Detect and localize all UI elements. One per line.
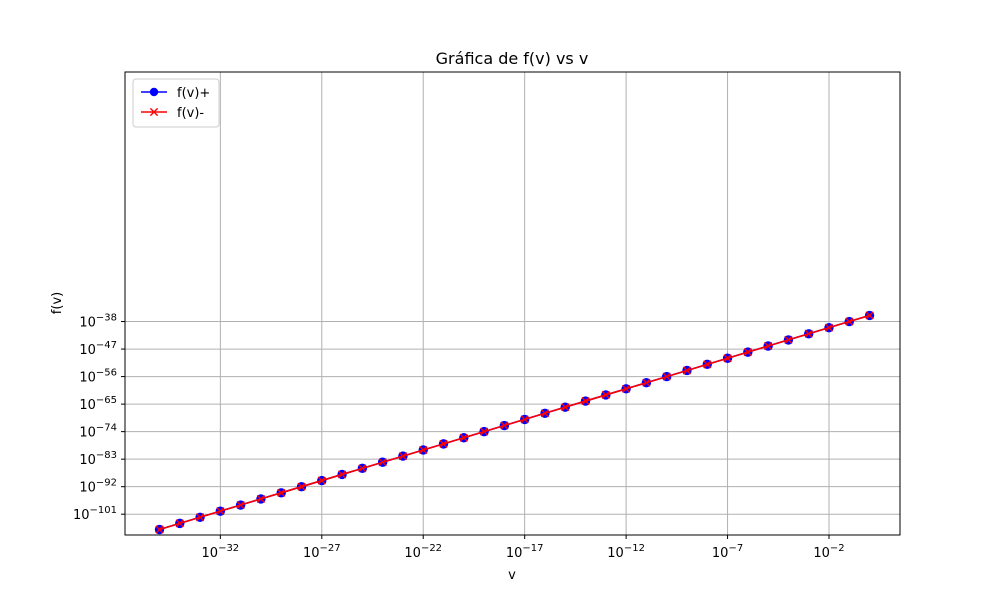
data-point-x bbox=[480, 427, 489, 436]
data-point-x bbox=[642, 378, 651, 387]
y-tick-label: 10−65 bbox=[79, 395, 117, 413]
data-point-x bbox=[155, 525, 164, 534]
y-tick-label: 10−92 bbox=[79, 478, 117, 496]
data-point-x bbox=[682, 366, 692, 375]
data-point-x bbox=[520, 415, 529, 424]
data-point-x bbox=[398, 452, 408, 461]
x-tick-label: 10−27 bbox=[303, 543, 341, 561]
data-point-x bbox=[175, 519, 184, 528]
y-tick-label: 10−83 bbox=[79, 450, 117, 468]
data-point-x bbox=[195, 513, 205, 522]
data-point-x bbox=[256, 494, 266, 504]
data-point-x bbox=[845, 317, 854, 326]
data-point-x bbox=[601, 390, 610, 400]
data-point-x bbox=[540, 409, 550, 418]
data-point-x bbox=[297, 482, 306, 491]
data-point-x bbox=[216, 507, 225, 516]
y-tick-label: 10−74 bbox=[79, 423, 117, 441]
y-tick-label: 10−101 bbox=[73, 505, 117, 523]
y-tick-label: 10−38 bbox=[79, 313, 117, 331]
legend: f(v)+ f(v)- bbox=[132, 78, 220, 128]
data-point-x bbox=[703, 360, 712, 369]
data-point-x bbox=[865, 311, 874, 320]
data-point-x bbox=[662, 372, 671, 381]
y-axis-label: f(v) bbox=[50, 292, 65, 314]
x-tick-label: 10−22 bbox=[404, 543, 442, 561]
data-point-x bbox=[581, 396, 590, 406]
x-tick-label: 10−12 bbox=[607, 543, 645, 561]
series-line-2 bbox=[159, 314, 870, 531]
data-point-x bbox=[236, 500, 245, 510]
y-tick-label: 10−47 bbox=[79, 340, 117, 358]
data-point-x bbox=[764, 341, 773, 351]
series-layer bbox=[154, 310, 875, 535]
x-tick-label: 10−2 bbox=[813, 543, 844, 561]
data-point-x bbox=[622, 384, 631, 393]
data-point-x bbox=[824, 323, 834, 332]
data-point-x bbox=[784, 335, 793, 344]
legend-marker-circle bbox=[149, 87, 159, 97]
data-point-x bbox=[561, 403, 570, 412]
data-point-x bbox=[337, 470, 347, 479]
data-point-x bbox=[277, 488, 286, 497]
data-point-x bbox=[723, 354, 732, 363]
y-tick-label: 10−56 bbox=[79, 368, 117, 386]
grid-layer bbox=[125, 72, 900, 535]
data-point-x bbox=[419, 445, 428, 455]
x-tick-label: 10−32 bbox=[202, 543, 240, 561]
legend-label: f(v)- bbox=[177, 106, 204, 121]
data-point-x bbox=[743, 348, 752, 357]
data-point-x bbox=[500, 421, 509, 430]
data-point-x bbox=[358, 464, 367, 473]
legend-marker-x bbox=[149, 107, 159, 117]
x-tick-label: 10−17 bbox=[506, 543, 544, 561]
legend-label: f(v)+ bbox=[177, 86, 210, 101]
data-point-x bbox=[317, 476, 326, 485]
data-point-x bbox=[459, 433, 468, 442]
x-axis-label: v bbox=[508, 568, 516, 583]
ticks-layer: 10−32 10−27 10−22 10−17 10−12 10−7 10−2 10−38 10… bbox=[73, 313, 845, 561]
data-point-x bbox=[378, 458, 387, 467]
plot-area-frame bbox=[124, 71, 901, 536]
x-tick-label: 10−7 bbox=[712, 543, 743, 561]
chart-title: Gráfica de f(v) vs v bbox=[436, 49, 589, 68]
data-point-x bbox=[804, 329, 813, 338]
data-point-x bbox=[439, 439, 448, 448]
